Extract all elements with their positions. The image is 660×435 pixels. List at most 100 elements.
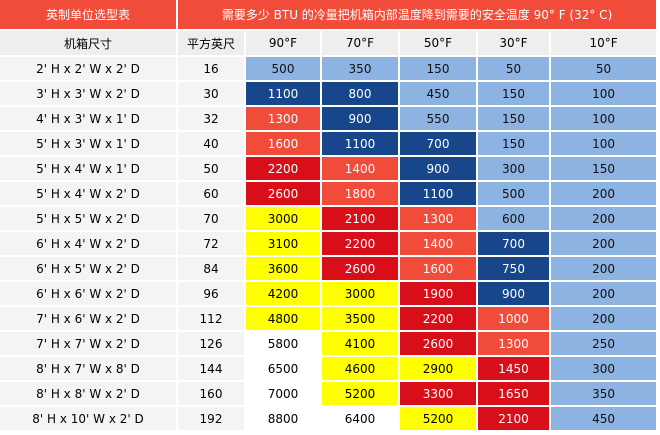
btu-value: 150 (478, 107, 549, 130)
btu-value: 5200 (322, 382, 398, 405)
btu-value: 200 (551, 207, 657, 230)
enclosure-size: 6' H x 6' W x 2' D (0, 282, 176, 305)
btu-value: 4200 (246, 282, 320, 305)
enclosure-size: 7' H x 7' W x 2' D (0, 332, 176, 355)
btu-value: 3300 (400, 382, 476, 405)
column-header: 90°F (246, 31, 320, 55)
data-row: 2' H x 2' W x 2' D 16 500 350 150 50 50 (0, 57, 657, 80)
btu-value: 2600 (246, 182, 320, 205)
btu-value: 600 (478, 207, 549, 230)
btu-value: 1300 (246, 107, 320, 130)
btu-value: 1100 (400, 182, 476, 205)
btu-value: 100 (551, 82, 657, 105)
column-header: 机箱尺寸 (0, 31, 176, 55)
btu-value: 900 (478, 282, 549, 305)
btu-value: 3000 (246, 207, 320, 230)
enclosure-size: 8' H x 10' W x 2' D (0, 407, 176, 430)
btu-value: 7000 (246, 382, 320, 405)
square-feet: 112 (178, 307, 244, 330)
btu-value: 1100 (246, 82, 320, 105)
btu-value: 1400 (400, 232, 476, 255)
square-feet: 84 (178, 257, 244, 280)
btu-value: 700 (400, 132, 476, 155)
square-feet: 40 (178, 132, 244, 155)
data-row: 8' H x 7' W x 8' D 144 6500 4600 2900 1450 300 (0, 357, 657, 380)
btu-value: 900 (322, 107, 398, 130)
btu-value: 200 (551, 282, 657, 305)
enclosure-size: 4' H x 3' W x 1' D (0, 107, 176, 130)
btu-value: 700 (478, 232, 549, 255)
btu-value: 2200 (246, 157, 320, 180)
title-row: 英制单位选型表 需要多少 BTU 的冷量把机箱内部温度降到需要的安全温度 90°… (0, 0, 657, 29)
data-row: 5' H x 3' W x 1' D 40 1600 1100 700 150 100 (0, 132, 657, 155)
btu-value: 200 (551, 182, 657, 205)
enclosure-size: 5' H x 4' W x 1' D (0, 157, 176, 180)
data-row: 6' H x 6' W x 2' D 96 4200 3000 1900 900 200 (0, 282, 657, 305)
btu-value: 100 (551, 107, 657, 130)
btu-value: 2600 (322, 257, 398, 280)
btu-value: 3100 (246, 232, 320, 255)
btu-value: 1300 (478, 332, 549, 355)
btu-value: 300 (478, 157, 549, 180)
btu-value: 150 (551, 157, 657, 180)
square-feet: 126 (178, 332, 244, 355)
square-feet: 50 (178, 157, 244, 180)
btu-value: 100 (551, 132, 657, 155)
btu-value: 4600 (322, 357, 398, 380)
enclosure-size: 8' H x 8' W x 2' D (0, 382, 176, 405)
btu-value: 1600 (400, 257, 476, 280)
btu-value: 800 (322, 82, 398, 105)
btu-value: 350 (322, 57, 398, 80)
btu-value: 150 (478, 132, 549, 155)
btu-value: 500 (246, 57, 320, 80)
data-row: 5' H x 5' W x 2' D 70 3000 2100 1300 600 200 (0, 207, 657, 230)
data-row: 8' H x 10' W x 2' D 192 8800 6400 5200 2100 45… (0, 407, 657, 430)
column-header: 30°F (478, 31, 549, 55)
square-feet: 60 (178, 182, 244, 205)
data-row: 4' H x 3' W x 1' D 32 1300 900 550 150 100 (0, 107, 657, 130)
column-header: 平方英尺 (178, 31, 244, 55)
btu-value: 5800 (246, 332, 320, 355)
data-row: 5' H x 4' W x 2' D 60 2600 1800 1100 500 200 (0, 182, 657, 205)
btu-value: 6400 (322, 407, 398, 430)
btu-value: 2600 (400, 332, 476, 355)
table-subtitle: 需要多少 BTU 的冷量把机箱内部温度降到需要的安全温度 90° F (32° … (178, 0, 657, 29)
btu-value: 450 (400, 82, 476, 105)
column-header: 70°F (322, 31, 398, 55)
btu-value: 2200 (400, 307, 476, 330)
enclosure-size: 3' H x 3' W x 2' D (0, 82, 176, 105)
enclosure-size: 7' H x 6' W x 2' D (0, 307, 176, 330)
btu-value: 2200 (322, 232, 398, 255)
enclosure-size: 2' H x 2' W x 2' D (0, 57, 176, 80)
btu-value: 2100 (478, 407, 549, 430)
column-header: 10°F (551, 31, 657, 55)
data-row: 6' H x 5' W x 2' D 84 3600 2600 1600 750 200 (0, 257, 657, 280)
square-feet: 32 (178, 107, 244, 130)
btu-value: 50 (551, 57, 657, 80)
table-title: 英制单位选型表 (0, 0, 176, 29)
square-feet: 16 (178, 57, 244, 80)
btu-value: 1600 (246, 132, 320, 155)
data-row: 3' H x 3' W x 2' D 30 1100 800 450 150 100 (0, 82, 657, 105)
btu-value: 1800 (322, 182, 398, 205)
btu-value: 150 (400, 57, 476, 80)
data-row: 8' H x 8' W x 2' D 160 7000 5200 3300 1650 350 (0, 382, 657, 405)
square-feet: 70 (178, 207, 244, 230)
data-row: 7' H x 6' W x 2' D 112 4800 3500 2200 1000 200 (0, 307, 657, 330)
btu-value: 3000 (322, 282, 398, 305)
btu-value: 2100 (322, 207, 398, 230)
square-feet: 144 (178, 357, 244, 380)
data-row: 7' H x 7' W x 2' D 126 5800 4100 2600 1300 250 (0, 332, 657, 355)
btu-value: 1450 (478, 357, 549, 380)
btu-value: 1900 (400, 282, 476, 305)
btu-value: 1300 (400, 207, 476, 230)
data-row: 5' H x 4' W x 1' D 50 2200 1400 900 300 150 (0, 157, 657, 180)
btu-value: 900 (400, 157, 476, 180)
btu-value: 1650 (478, 382, 549, 405)
btu-value: 550 (400, 107, 476, 130)
square-feet: 160 (178, 382, 244, 405)
btu-value: 150 (478, 82, 549, 105)
btu-value: 250 (551, 332, 657, 355)
